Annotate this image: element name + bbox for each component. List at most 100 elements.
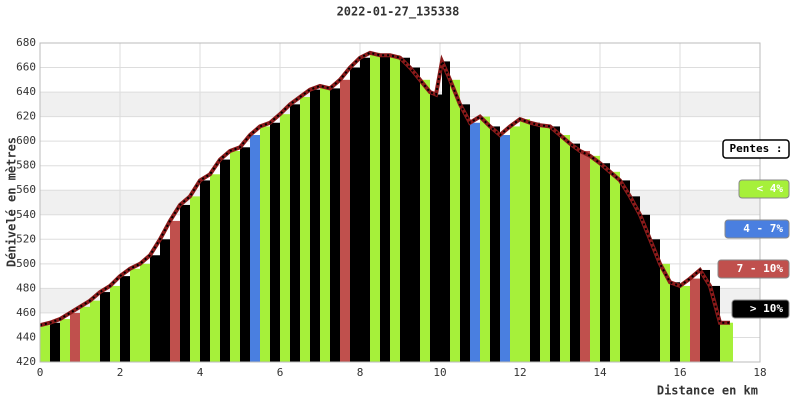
legend-title-box <box>722 139 790 159</box>
slope-bar <box>50 322 60 362</box>
slope-bar <box>240 147 250 362</box>
slope-bar <box>720 322 730 362</box>
slope-bar <box>380 55 390 363</box>
slope-bar <box>530 122 540 362</box>
y-axis-label: Dénivelé en mètres <box>5 137 19 267</box>
y-tick-label: 540 <box>16 208 36 221</box>
slope-bar <box>120 276 130 362</box>
legend-label: > 10% <box>750 302 783 315</box>
slope-bar <box>470 122 480 362</box>
y-tick-label: 500 <box>16 257 36 270</box>
y-tick-label: 520 <box>16 232 36 245</box>
y-tick-label: 460 <box>16 306 36 319</box>
slope-bar <box>340 79 350 363</box>
slope-bar <box>640 214 650 362</box>
slope-bar <box>60 319 70 362</box>
slope-bar <box>620 180 630 362</box>
y-tick-label: 620 <box>16 110 36 123</box>
legend-swatch <box>717 259 790 279</box>
slope-bar <box>270 122 280 362</box>
y-tick-label: 680 <box>16 36 36 49</box>
slope-bar <box>420 79 430 363</box>
slope-bar <box>670 282 680 362</box>
y-tick-label: 480 <box>16 281 36 294</box>
slope-bar <box>80 306 90 362</box>
slope-bar <box>650 239 660 362</box>
slope-bar <box>400 57 410 362</box>
x-tick-label: 6 <box>277 366 284 379</box>
slope-bar <box>350 67 360 363</box>
legend-label: 4 - 7% <box>743 222 783 235</box>
slope-bar <box>140 263 150 362</box>
slope-bar <box>430 92 436 363</box>
slope-bar <box>700 269 710 362</box>
slope-bar <box>160 239 170 362</box>
slope-bar <box>630 196 640 362</box>
slope-bar <box>280 114 290 363</box>
slope-bar <box>540 125 550 362</box>
slope-bar <box>90 300 100 362</box>
legend-swatch <box>731 299 790 319</box>
slope-bar <box>320 85 330 362</box>
slope-bar <box>100 292 110 362</box>
chart-title: 2022-01-27_135338 <box>337 5 460 20</box>
slope-bar <box>450 79 460 363</box>
slope-bar <box>190 196 200 362</box>
legend-swatch <box>738 179 790 199</box>
slope-bar <box>310 89 320 362</box>
legend-label: 7 - 10% <box>737 262 784 275</box>
slope-bar <box>690 278 700 362</box>
slope-bar <box>260 126 270 362</box>
slope-bar <box>610 171 620 362</box>
y-tick-label: 420 <box>16 355 36 368</box>
slope-bar <box>360 57 370 362</box>
legend-label: < 4% <box>757 182 784 195</box>
slope-bar <box>480 116 490 362</box>
slope-bar <box>680 285 690 362</box>
slope-bar <box>510 126 520 362</box>
x-tick-label: 2 <box>117 366 124 379</box>
slope-bar <box>490 126 500 362</box>
slope-bar <box>560 135 570 362</box>
slope-bar <box>550 126 560 362</box>
slope-bar <box>410 67 420 363</box>
slope-bar <box>370 52 380 363</box>
x-tick-label: 8 <box>357 366 364 379</box>
slope-bar <box>710 285 720 362</box>
slope-bar <box>390 55 400 363</box>
slope-bar <box>110 285 120 362</box>
slope-bar <box>442 61 450 363</box>
y-tick-label: 580 <box>16 159 36 172</box>
x-tick-label: 16 <box>673 366 686 379</box>
slope-bar <box>130 268 140 362</box>
x-tick-label: 12 <box>513 366 526 379</box>
legend-title: Pentes : <box>730 142 783 155</box>
slope-bar <box>500 135 510 362</box>
x-tick-label: 18 <box>753 366 766 379</box>
slope-bar <box>460 104 470 362</box>
slope-bar <box>436 94 442 363</box>
slope-bar <box>520 119 530 362</box>
slope-bar <box>70 312 80 362</box>
slope-bar <box>220 159 230 362</box>
slope-bar <box>730 322 733 362</box>
slope-bar <box>660 263 670 362</box>
slope-bar <box>230 150 240 362</box>
slope-bar <box>580 150 590 362</box>
slope-bar <box>150 255 160 362</box>
y-tick-label: 560 <box>16 183 36 196</box>
x-tick-label: 10 <box>433 366 446 379</box>
slope-bar <box>200 180 210 362</box>
legend-swatch <box>724 219 790 239</box>
slope-bar <box>330 88 340 363</box>
slope-bar <box>590 155 600 362</box>
slope-bar <box>170 220 180 362</box>
y-tick-label: 640 <box>16 85 36 98</box>
y-tick-label: 660 <box>16 61 36 74</box>
x-axis-label: Distance en km <box>657 384 758 398</box>
slope-bar <box>210 174 220 362</box>
slope-bar <box>40 325 50 362</box>
y-tick-label: 440 <box>16 330 36 343</box>
slope-bar <box>300 96 310 362</box>
